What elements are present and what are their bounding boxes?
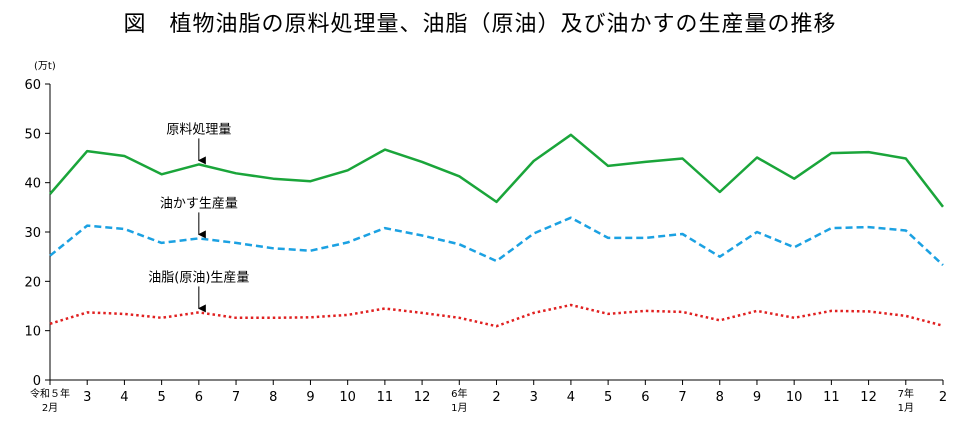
x-tick-label: 4 [120, 390, 128, 405]
x-tick-label: 7 [678, 390, 686, 405]
x-tick-label: 10 [786, 390, 803, 405]
y-tick-label: 40 [24, 177, 41, 192]
x-tick-label: 6年 [451, 387, 467, 400]
x-tick-label-sub: 1月 [451, 402, 467, 414]
x-tick-label: 10 [339, 390, 356, 405]
y-tick-label: 20 [24, 275, 41, 290]
x-tick-label: 6 [641, 390, 649, 405]
x-tick-label: 2 [939, 390, 947, 405]
x-tick-label: 11 [377, 390, 394, 405]
y-tick-label: 10 [24, 325, 41, 340]
series-layer [49, 133, 944, 328]
x-tick-label: 9 [753, 390, 761, 405]
x-tick-label: 5 [604, 390, 612, 405]
x-tick-label: 11 [823, 390, 840, 405]
y-axis-ticks: 0 10 20 30 40 50 60 [24, 78, 50, 389]
x-tick-label: 8 [716, 390, 724, 405]
x-tick-label: 12 [414, 390, 431, 405]
x-tick-label: 7 [232, 390, 240, 405]
series-line-1 [49, 216, 944, 267]
x-tick-label: 12 [860, 390, 877, 405]
x-tick-label: 5 [157, 390, 165, 405]
x-tick-label-sub: 1月 [898, 402, 914, 414]
x-tick-label: 4 [567, 390, 575, 405]
x-tick-label: 3 [83, 390, 91, 405]
y-tick-label: 50 [24, 127, 41, 142]
x-tick-label: 令和５年 [30, 387, 70, 400]
x-tick-label-sub: 2月 [42, 402, 58, 414]
x-tick-label: 9 [306, 390, 314, 405]
y-axis-unit-label: (万t) [34, 61, 56, 72]
x-tick-label: 6 [195, 390, 203, 405]
y-tick-label: 0 [33, 374, 41, 389]
series-label-0: 原料処理量 [166, 122, 231, 137]
x-axis-ticks: 令和５年 2月 3 4 5 6 7 8 9 10 11 12 6年 1月 2 3 4 5 6 7 8 9 10 11 12 7年 1… [30, 380, 947, 414]
x-tick-label: 3 [530, 390, 538, 405]
series-line-2 [49, 303, 944, 328]
x-tick-label: 2 [492, 390, 500, 405]
y-tick-label: 30 [24, 226, 41, 241]
x-tick-label: 7年 [898, 387, 914, 400]
x-tick-label: 8 [269, 390, 277, 405]
series-label-2: 油脂(原油)生産量 [148, 269, 249, 285]
y-tick-label: 60 [24, 78, 41, 93]
chart-title: 図 植物油脂の原料処理量、油脂（原油）及び油かすの生産量の推移 [123, 12, 837, 37]
series-label-1: 油かす生産量 [160, 195, 238, 211]
